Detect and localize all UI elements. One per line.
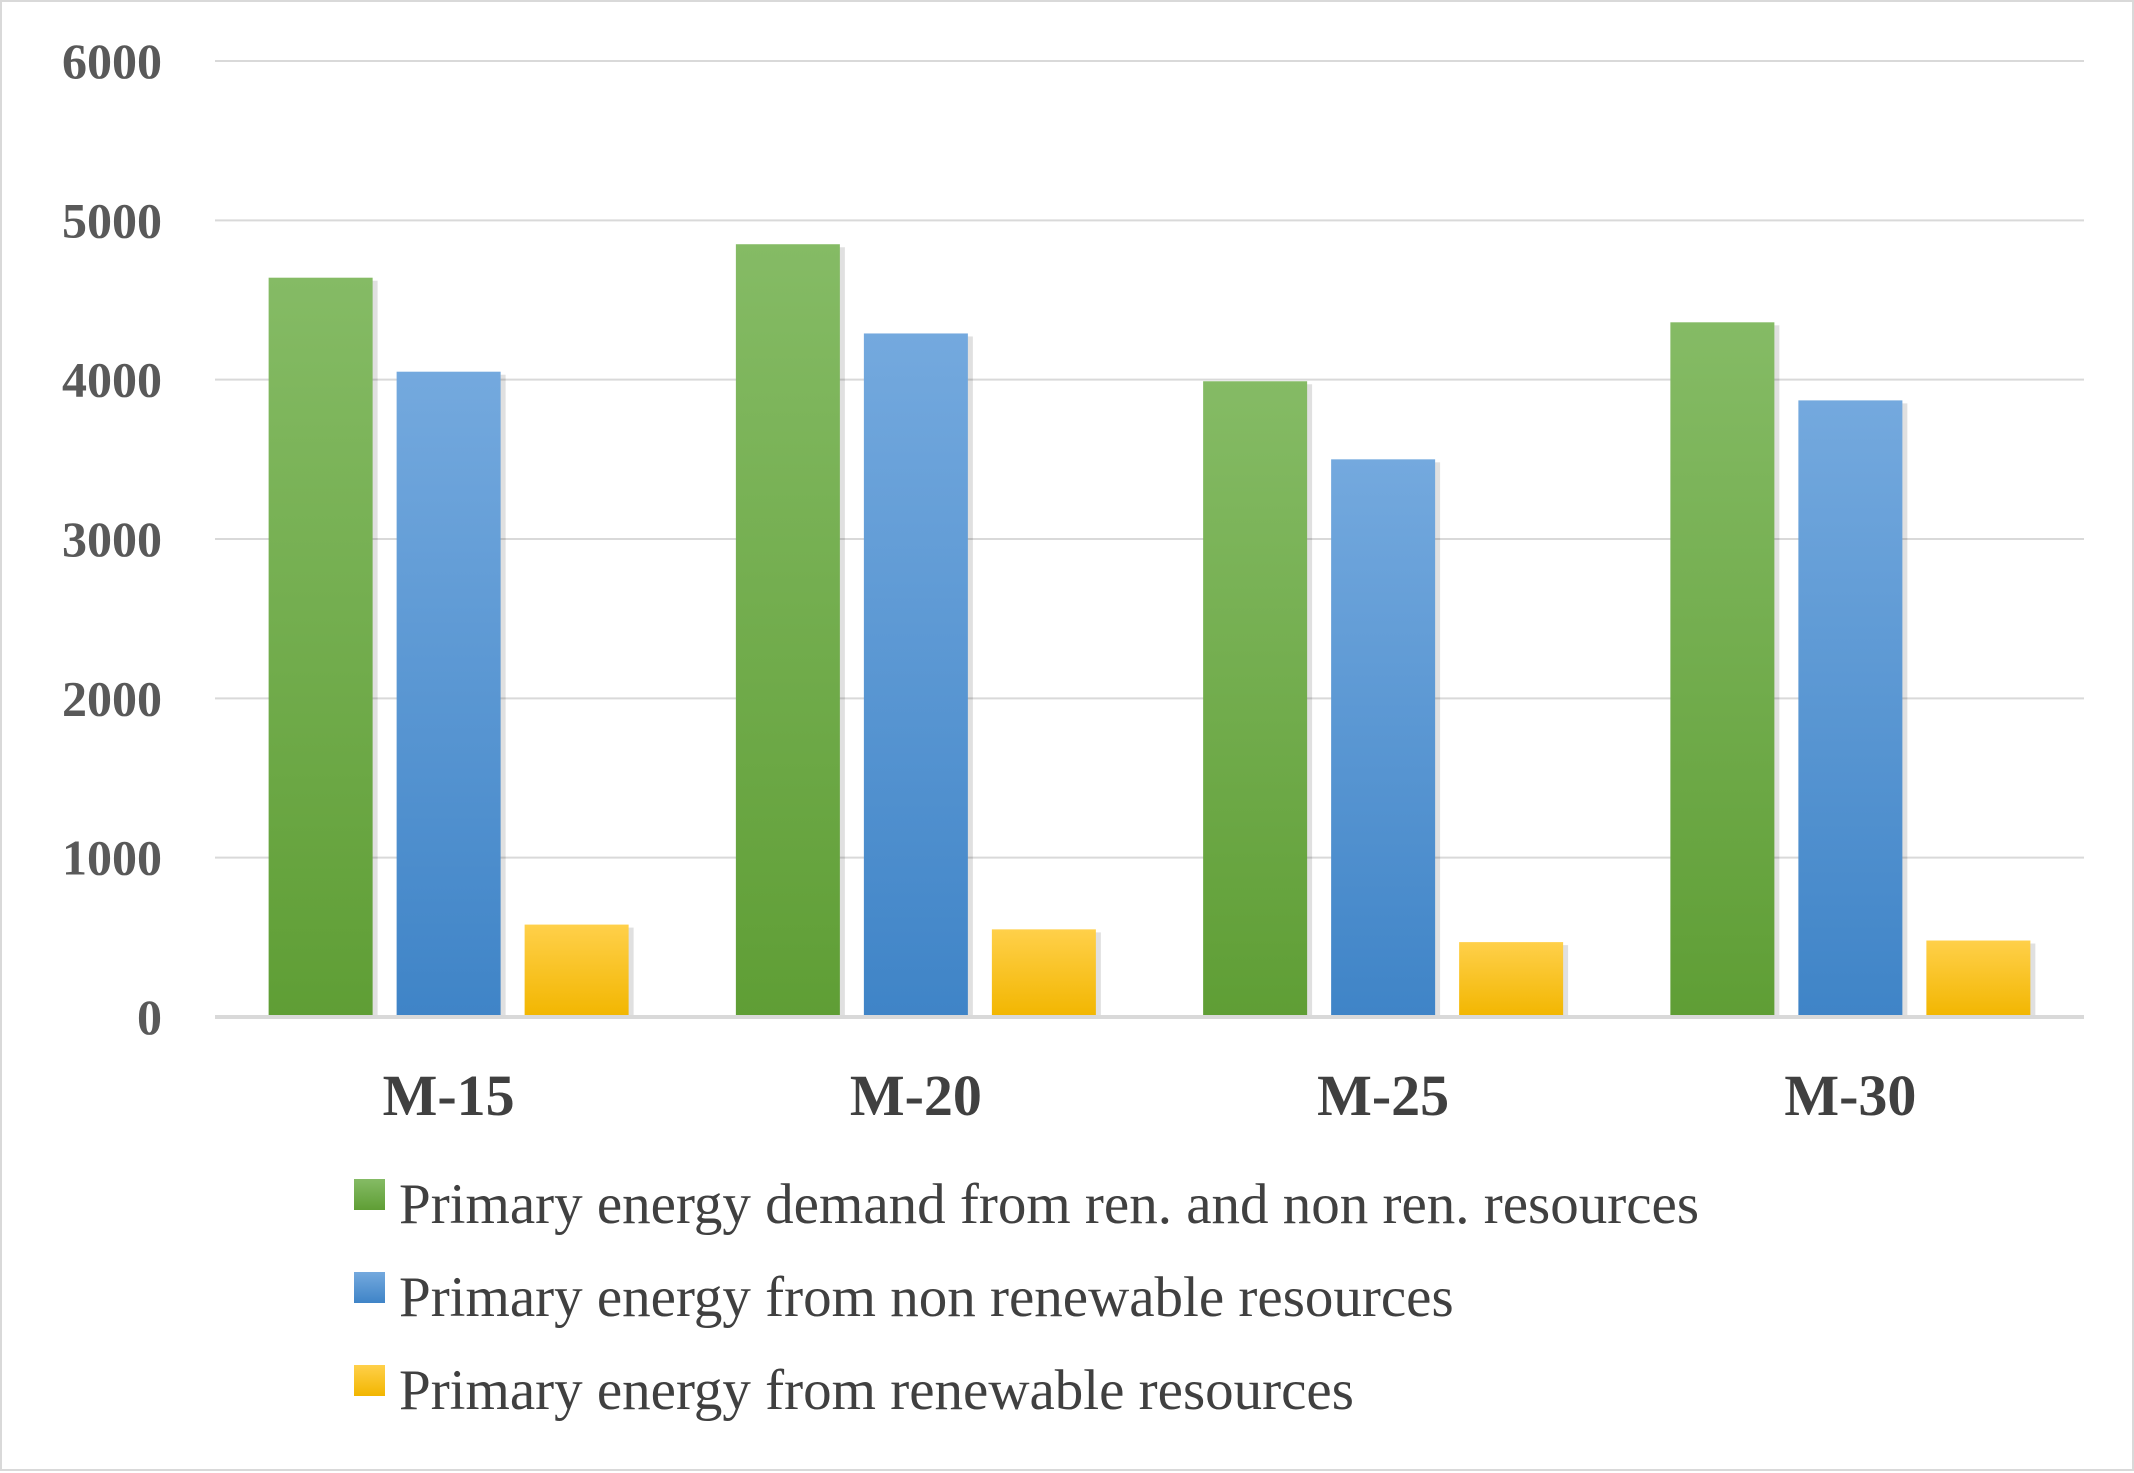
x-tick-label: M-20 xyxy=(850,1063,982,1128)
bar-m-30-series-3 xyxy=(1926,940,2031,1017)
bar-m-20-series-1 xyxy=(735,244,840,1017)
x-tick-label: M-30 xyxy=(1784,1063,1916,1128)
bar-m-25-series-1 xyxy=(1203,381,1308,1017)
legend-label: Primary energy from renewable resources xyxy=(399,1359,1354,1422)
y-tick-label: 5000 xyxy=(62,192,162,248)
legend-swatch xyxy=(354,1365,385,1396)
legend-swatch xyxy=(354,1272,385,1303)
legend-label: Primary energy demand from ren. and non … xyxy=(399,1173,1699,1236)
legend: Primary energy demand from ren. and non … xyxy=(354,1173,1699,1422)
bar-m-15-series-3 xyxy=(524,924,629,1017)
legend-label: Primary energy from non renewable resour… xyxy=(399,1266,1454,1329)
bars xyxy=(268,244,2036,1018)
x-tick-label: M-25 xyxy=(1317,1063,1449,1128)
x-axis-ticks: M-15 M-20 M-25 M-30 xyxy=(383,1063,1917,1128)
y-tick-label: 3000 xyxy=(62,511,162,567)
bar-m-15-series-1 xyxy=(268,277,373,1017)
bar-m-25-series-3 xyxy=(1459,942,1564,1017)
y-tick-label: 0 xyxy=(137,989,162,1045)
y-tick-label: 1000 xyxy=(62,830,162,886)
bar-m-20-series-2 xyxy=(863,333,968,1018)
bar-m-15-series-2 xyxy=(396,371,501,1017)
legend-swatch xyxy=(354,1179,385,1210)
bar-m-30-series-1 xyxy=(1670,322,1775,1018)
bar-m-30-series-2 xyxy=(1798,400,1903,1017)
y-tick-label: 4000 xyxy=(62,352,162,408)
y-tick-label: 2000 xyxy=(62,670,162,726)
bar-m-25-series-2 xyxy=(1331,459,1436,1017)
bar-m-20-series-3 xyxy=(991,929,1096,1017)
y-axis-ticks: 0 1000 2000 3000 4000 5000 6000 xyxy=(62,33,162,1045)
y-tick-label: 6000 xyxy=(62,33,162,89)
x-tick-label: M-15 xyxy=(383,1063,515,1128)
